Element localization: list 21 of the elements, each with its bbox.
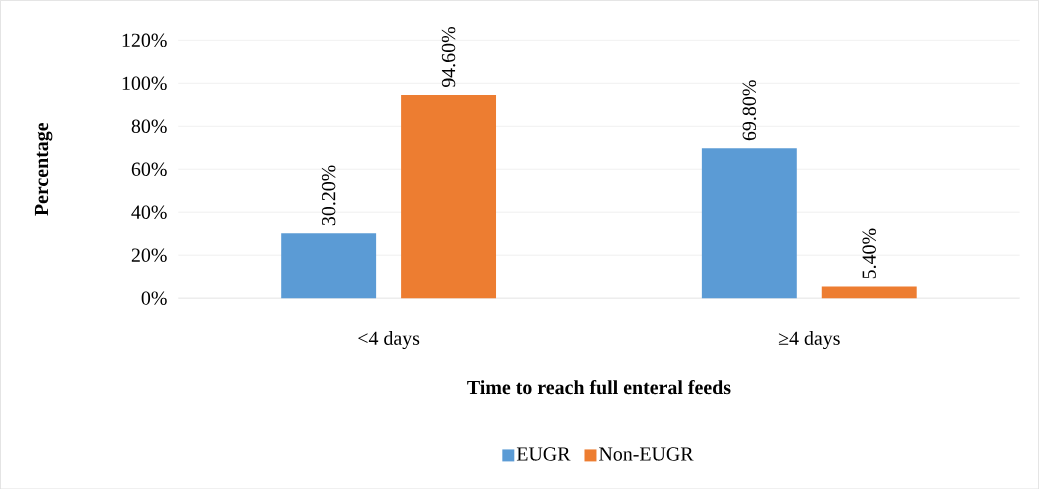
- bar: [701, 148, 797, 298]
- y-tick-label: 120%: [122, 33, 167, 47]
- y-tick-label: 20%: [131, 248, 167, 262]
- legend-label: EUGR: [516, 447, 571, 461]
- y-tick-label: 40%: [131, 205, 167, 219]
- bar: [281, 233, 377, 298]
- y-tick-label: 0%: [141, 291, 167, 305]
- data-label: 69.80%: [742, 80, 757, 140]
- y-tick-label: 100%: [122, 76, 167, 90]
- data-label: 30.20%: [321, 165, 336, 225]
- bar: [821, 286, 917, 298]
- data-label: 5.40%: [862, 228, 876, 278]
- x-tick-label: <4 days: [358, 330, 420, 349]
- y-tick-label: 60%: [131, 162, 167, 176]
- y-axis-title: Percentage: [34, 122, 53, 216]
- bar: [401, 94, 497, 298]
- legend-label: Non-EUGR: [599, 447, 694, 461]
- x-axis-title: Time to reach full enteral feeds: [467, 379, 731, 395]
- data-label: 94.60%: [441, 26, 456, 87]
- y-tick-label: 80%: [131, 119, 167, 133]
- x-tick-label: ≥4 days: [778, 330, 840, 349]
